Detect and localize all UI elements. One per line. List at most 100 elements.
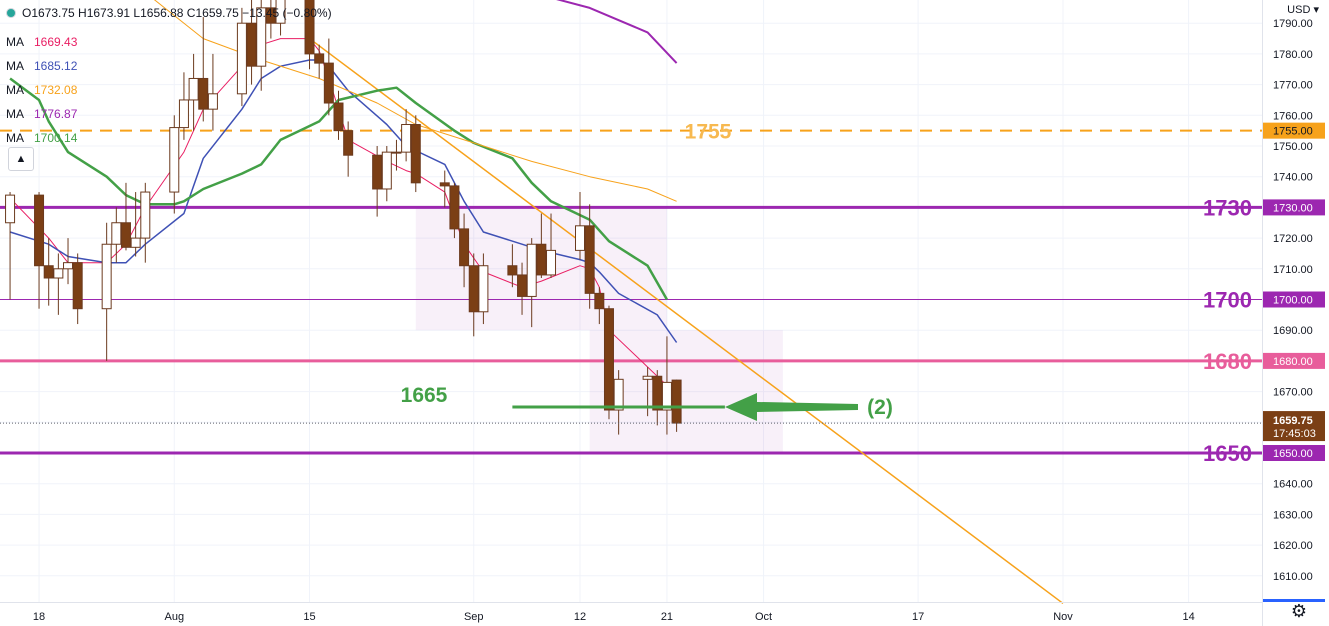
ma-value: 1669.43 [34,35,78,49]
candle-body-up [526,243,537,297]
price-tag [1263,445,1325,461]
candle-body-down [507,265,518,276]
level-label: 1755 [685,121,732,144]
time-tick-label: 17 [912,611,924,623]
time-tick-label: 15 [303,611,315,623]
candle-body-up [275,0,286,24]
moving-average-line [9,77,668,301]
ma-legend-row[interactable]: MA 1732.08 [6,78,77,102]
candle-body-up [381,151,392,190]
ma-legend-row[interactable]: MA 1700.14 [6,126,77,150]
candle-body-down [410,124,421,184]
ma-legend: MA 1669.43 MA 1685.12 MA 1732.08 MA 1776.87 … [6,30,77,150]
price-tick-label: 1750.00 [1273,141,1313,153]
candle-body-down [517,274,528,297]
annotation-label: 1665 [401,384,448,407]
candle-body-up [546,249,557,276]
candle-body-up [575,225,585,251]
price-tick-label: 1640.00 [1273,479,1313,491]
candle-body-up [401,124,412,153]
trend-line [309,37,1064,605]
ma-value: 1776.87 [34,107,78,121]
candle-body-down [439,182,450,187]
time-tick-label: Nov [1053,611,1073,623]
time-tick-label: Aug [164,611,184,623]
candle-body-down [343,130,354,156]
time-tick-label: 12 [574,611,586,623]
candle-body-down [459,228,470,267]
candle-body-up [256,7,267,67]
level-label: 1650 [1203,441,1252,466]
last-price-label: 1659.75 [1273,415,1313,427]
ma-legend-row[interactable]: MA 1776.87 [6,102,77,126]
candle-body-down [43,265,54,279]
time-tick-label: Sep [464,611,484,623]
candle-body-down [594,292,605,310]
candle-body-down [246,22,257,67]
price-axis-background [1262,0,1329,626]
candle-body-up [661,381,672,411]
currency-label: USD [1287,4,1311,16]
price-tag-label: 1650.00 [1273,448,1313,460]
arrow-label: (2) [867,396,893,419]
time-axis-marker [1263,599,1325,602]
price-tag-label: 1730.00 [1273,202,1313,214]
ma-legend-row[interactable]: MA 1685.12 [6,54,77,78]
last-price-tag [1263,411,1325,442]
price-tick-label: 1760.00 [1273,110,1313,122]
price-tick-label: 1710.00 [1273,264,1313,276]
candle-body-up [642,375,653,380]
ohlc-values: O1673.75 H1673.91 L1656.88 C1659.75 −13.… [22,6,332,20]
chevron-down-icon: ▾ [1313,4,1319,16]
ma-value: 1732.08 [34,83,78,97]
arrow-annotation [725,392,858,421]
gear-icon[interactable]: ⚙ [1290,601,1307,621]
candle-body-down [372,154,383,190]
candle-body-down [584,225,595,294]
currency-selector[interactable]: USD ▾ [1287,3,1319,16]
status-dot-icon [6,8,16,18]
moving-average-line [9,59,678,343]
price-tag [1263,122,1325,139]
ma-value: 1700.14 [34,131,78,145]
collapse-legend-button[interactable]: ▲ [8,147,34,171]
ohlc-legend: O1673.75 H1673.91 L1656.88 C1659.75 −13.… [6,6,332,20]
candle-body-up [5,194,16,224]
candle-body-up [207,93,218,110]
candle-body-down [671,379,682,424]
candle-body-down [333,102,344,132]
price-tag-label: 1700.00 [1273,295,1313,307]
price-tick-label: 1790.00 [1273,18,1313,30]
price-tick-label: 1670.00 [1273,387,1313,399]
candle-body-up [53,268,64,279]
countdown-label: 17:45:03 [1273,428,1316,440]
price-tag [1263,199,1325,216]
candle-body-up [188,77,199,101]
candle-body-up [130,237,141,248]
price-tick-label: 1690.00 [1273,325,1313,337]
price-tick-label: 1610.00 [1273,571,1313,583]
candle-body-up [478,265,489,313]
ma-legend-row[interactable]: MA 1669.43 [6,30,77,54]
price-tag [1263,352,1325,369]
price-tick-label: 1770.00 [1273,80,1313,92]
time-tick-label: 18 [33,611,45,623]
time-tick-label: Oct [755,611,772,623]
candle-body-down [120,222,131,248]
candle-body-up [391,151,402,154]
price-tag [1263,291,1325,308]
level-label: 1700 [1203,288,1252,313]
candle-body-up [101,243,112,310]
candle-body-up [111,222,122,245]
candle-body-down [314,53,325,64]
candle-body-down [34,194,45,267]
candle-body-down [198,77,209,110]
candle-body-down [323,62,334,104]
candle-body-up [236,22,247,95]
price-tick-label: 1780.00 [1273,49,1313,61]
candle-body-up [169,127,180,193]
candle-body-up [613,378,624,411]
price-tag-label: 1680.00 [1273,356,1313,368]
